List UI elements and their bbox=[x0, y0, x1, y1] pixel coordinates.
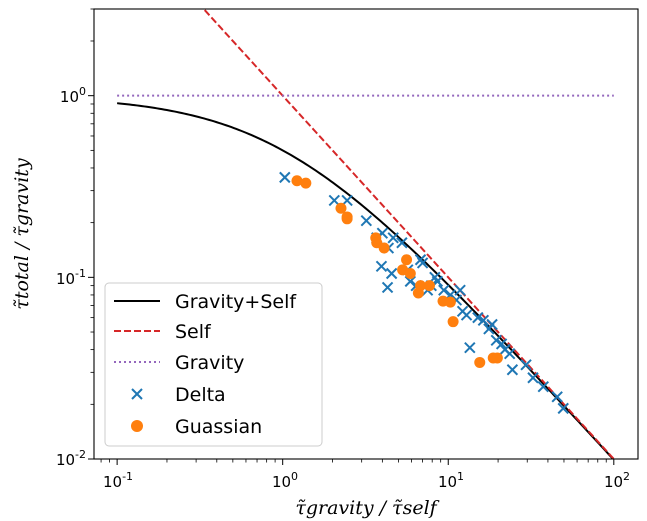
delta-point bbox=[381, 281, 394, 294]
guassian-point bbox=[491, 352, 503, 364]
guassian-point bbox=[474, 356, 486, 368]
delta-point bbox=[557, 402, 569, 415]
delta-point bbox=[490, 334, 502, 347]
y-tick-label-1: 10-1 bbox=[56, 267, 86, 288]
legend-box bbox=[104, 282, 323, 447]
delta-point bbox=[520, 359, 532, 371]
y-tick-label-2: 100 bbox=[60, 85, 86, 106]
delta-point bbox=[375, 260, 388, 273]
delta-point bbox=[360, 214, 373, 227]
delta-point bbox=[396, 237, 408, 249]
delta-point bbox=[486, 318, 498, 331]
guassian-point bbox=[415, 280, 427, 292]
legend-label-gravity: Gravity bbox=[175, 352, 244, 374]
delta-point bbox=[537, 381, 549, 393]
y-axis-tick-labels: 10-2 10-1 100 bbox=[56, 85, 86, 469]
legend-marker-delta bbox=[131, 388, 143, 400]
legend-label-guassian: Guassian bbox=[175, 416, 262, 438]
y-axis-label: τ̃total / τ̃gravity bbox=[11, 158, 33, 310]
series-line-self bbox=[202, 9, 615, 459]
delta-point bbox=[279, 171, 291, 184]
delta-point bbox=[472, 311, 484, 324]
x-tick-label-0: 10-1 bbox=[103, 470, 133, 491]
y-axis-ticks bbox=[88, 8, 94, 460]
series-lines bbox=[117, 9, 615, 459]
delta-point bbox=[503, 347, 516, 360]
guassian-point bbox=[423, 280, 435, 292]
delta-point bbox=[460, 309, 473, 321]
delta-point bbox=[404, 275, 417, 288]
guassian-point bbox=[378, 242, 390, 254]
y-tick-label-0: 10-2 bbox=[56, 448, 86, 469]
delta-point bbox=[385, 267, 398, 280]
guassian-point bbox=[335, 202, 347, 214]
delta-point bbox=[328, 194, 341, 207]
guassian-point bbox=[404, 267, 416, 279]
series-markers bbox=[279, 171, 569, 415]
delta-point bbox=[477, 314, 490, 327]
legend-label-self: Self bbox=[175, 321, 212, 343]
x-axis-ticks bbox=[100, 459, 615, 465]
guassian-point bbox=[444, 296, 456, 308]
delta-point bbox=[527, 372, 539, 384]
x-tick-label-3: 102 bbox=[604, 470, 630, 491]
legend: Gravity+Self Self Gravity Delta Guassian bbox=[104, 282, 323, 447]
delta-point bbox=[506, 364, 519, 376]
delta-point bbox=[438, 284, 450, 296]
legend-label-gravity-self: Gravity+Self bbox=[175, 291, 297, 313]
axes-frame bbox=[93, 8, 639, 460]
delta-point bbox=[551, 391, 563, 403]
delta-point bbox=[454, 284, 466, 296]
delta-point bbox=[416, 257, 429, 269]
x-tick-label-2: 101 bbox=[438, 470, 464, 491]
guassian-point bbox=[300, 177, 312, 189]
guassian-point bbox=[447, 316, 459, 328]
x-axis-tick-labels: 10-1 100 101 102 bbox=[103, 470, 630, 491]
legend-marker-guassian bbox=[131, 420, 143, 432]
legend-label-delta: Delta bbox=[175, 384, 226, 406]
guassian-point bbox=[401, 254, 413, 266]
x-axis-label: τ̃gravity / τ̃self bbox=[295, 497, 439, 519]
series-line-gravity-self bbox=[117, 102, 615, 459]
plot-area bbox=[117, 9, 615, 459]
guassian-point bbox=[291, 175, 303, 187]
x-tick-label-1: 100 bbox=[272, 470, 298, 491]
delta-point bbox=[387, 232, 399, 244]
guassian-point bbox=[341, 213, 353, 225]
delta-point bbox=[495, 338, 508, 350]
delta-point bbox=[464, 341, 476, 354]
